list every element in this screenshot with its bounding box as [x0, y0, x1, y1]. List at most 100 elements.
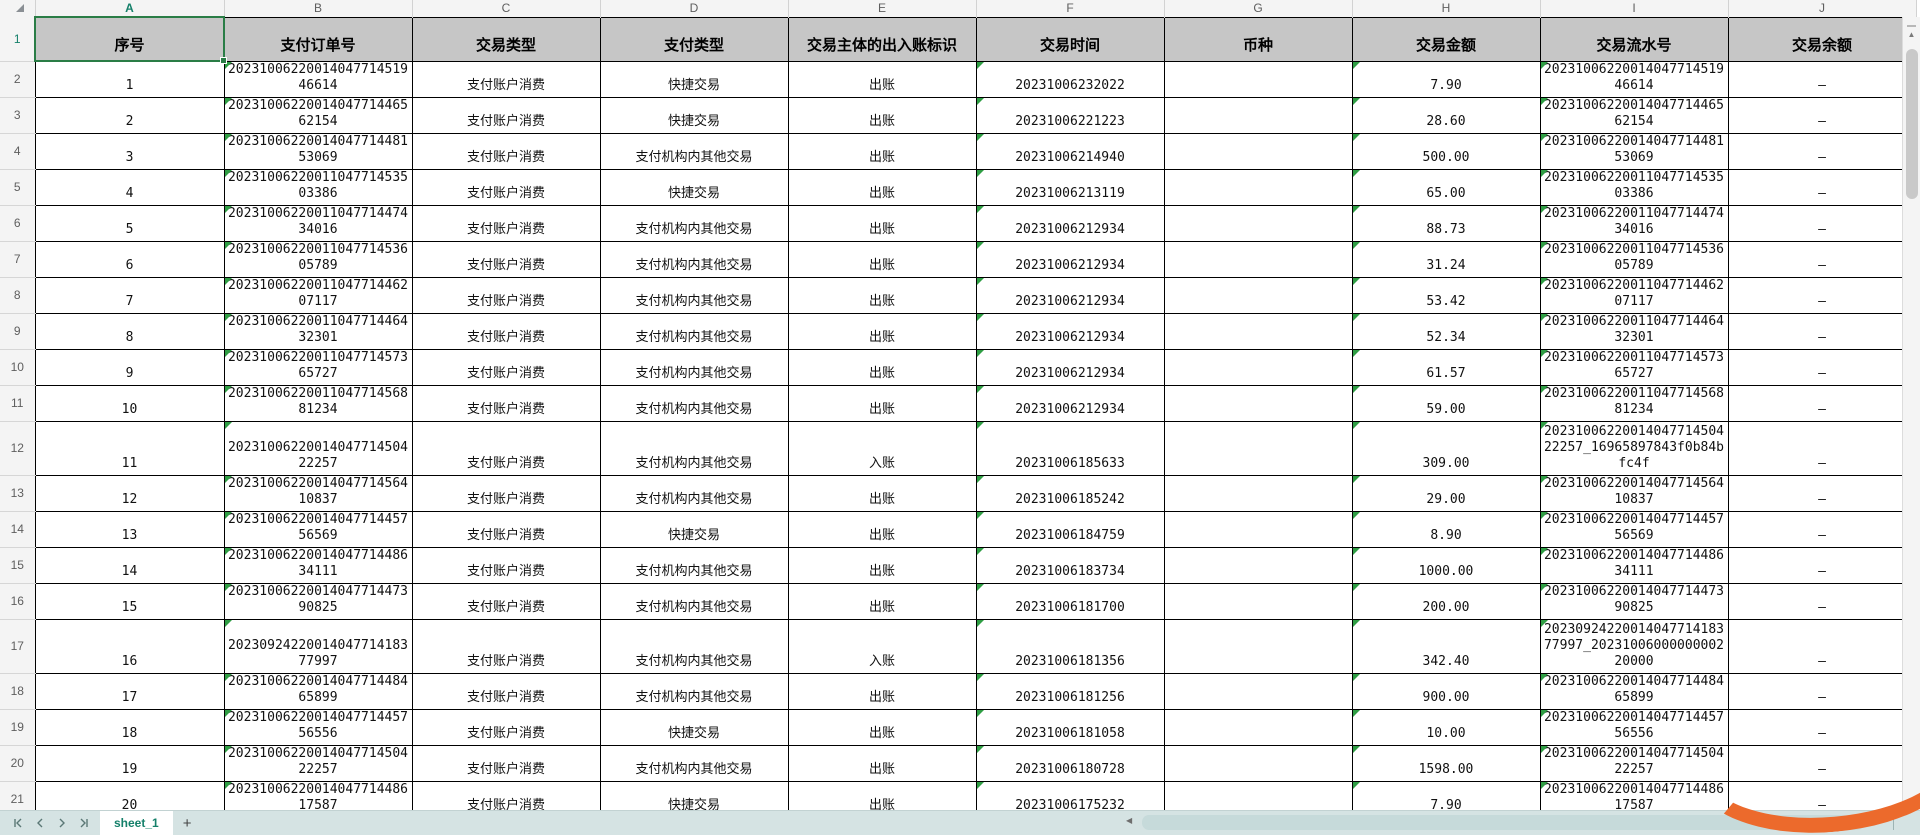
- cell-B19[interactable]: 2023100622001404771445756556: [223, 708, 413, 746]
- column-header-F[interactable]: F: [976, 0, 1165, 17]
- cell-G13[interactable]: [1163, 474, 1353, 512]
- cell-I16[interactable]: 2023100622001404771447390825: [1539, 582, 1729, 620]
- cell-J5[interactable]: –: [1727, 168, 1917, 206]
- cell-H16[interactable]: 200.00: [1351, 582, 1541, 620]
- cell-D5[interactable]: 快捷交易: [599, 168, 789, 206]
- cell-C6[interactable]: 支付账户消费: [411, 204, 601, 242]
- cell-H9[interactable]: 52.34: [1351, 312, 1541, 350]
- cell-G18[interactable]: [1163, 672, 1353, 710]
- cell-A8[interactable]: 7: [34, 276, 225, 314]
- row-header-12[interactable]: 12: [0, 421, 35, 476]
- cell-E7[interactable]: 出账: [787, 240, 977, 278]
- next-sheet-button[interactable]: [54, 815, 70, 831]
- row-header-20[interactable]: 20: [0, 745, 35, 782]
- row-header-8[interactable]: 8: [0, 277, 35, 314]
- cell-E13[interactable]: 出账: [787, 474, 977, 512]
- cell-I13[interactable]: 2023100622001404771456410837: [1539, 474, 1729, 512]
- cell-A20[interactable]: 19: [34, 744, 225, 782]
- cell-F8[interactable]: 20231006212934: [975, 276, 1165, 314]
- vertical-scrollbar[interactable]: ▲ ▼: [1902, 17, 1920, 810]
- cell-J19[interactable]: –: [1727, 708, 1917, 746]
- cell-G5[interactable]: [1163, 168, 1353, 206]
- cell-A7[interactable]: 6: [34, 240, 225, 278]
- cell-F13[interactable]: 20231006185242: [975, 474, 1165, 512]
- column-header-D[interactable]: D: [600, 0, 789, 17]
- column-header-E[interactable]: E: [788, 0, 977, 17]
- cell-A2[interactable]: 1: [34, 60, 225, 98]
- cell-H1[interactable]: 交易金额: [1351, 16, 1541, 62]
- cell-B8[interactable]: 2023100622001104771446207117: [223, 276, 413, 314]
- row-header-15[interactable]: 15: [0, 547, 35, 584]
- row-header-2[interactable]: 2: [0, 61, 35, 98]
- row-header-10[interactable]: 10: [0, 349, 35, 386]
- cell-H11[interactable]: 59.00: [1351, 384, 1541, 422]
- cell-F5[interactable]: 20231006213119: [975, 168, 1165, 206]
- cell-H5[interactable]: 65.00: [1351, 168, 1541, 206]
- row-header-1[interactable]: 1: [0, 17, 35, 62]
- cell-H7[interactable]: 31.24: [1351, 240, 1541, 278]
- cell-D2[interactable]: 快捷交易: [599, 60, 789, 98]
- cell-D13[interactable]: 支付机构内其他交易: [599, 474, 789, 512]
- cell-B14[interactable]: 2023100622001404771445756569: [223, 510, 413, 548]
- cell-E6[interactable]: 出账: [787, 204, 977, 242]
- cell-G4[interactable]: [1163, 132, 1353, 170]
- cell-A4[interactable]: 3: [34, 132, 225, 170]
- cell-I17[interactable]: 2023092422001404771418377997_20231006000…: [1539, 618, 1729, 674]
- select-all-corner[interactable]: [0, 0, 36, 17]
- cell-J6[interactable]: –: [1727, 204, 1917, 242]
- cell-J8[interactable]: –: [1727, 276, 1917, 314]
- cell-B16[interactable]: 2023100622001404771447390825: [223, 582, 413, 620]
- cell-B4[interactable]: 2023100622001404771448153069: [223, 132, 413, 170]
- cell-D14[interactable]: 快捷交易: [599, 510, 789, 548]
- vertical-scroll-thumb[interactable]: [1906, 49, 1918, 199]
- cell-G14[interactable]: [1163, 510, 1353, 548]
- sheet-tab-sheet_1[interactable]: sheet_1: [100, 810, 173, 835]
- cell-A9[interactable]: 8: [34, 312, 225, 350]
- cell-F6[interactable]: 20231006212934: [975, 204, 1165, 242]
- cell-D11[interactable]: 支付机构内其他交易: [599, 384, 789, 422]
- cell-F11[interactable]: 20231006212934: [975, 384, 1165, 422]
- cell-I14[interactable]: 2023100622001404771445756569: [1539, 510, 1729, 548]
- cell-J13[interactable]: –: [1727, 474, 1917, 512]
- column-header-G[interactable]: G: [1164, 0, 1353, 17]
- cell-J16[interactable]: –: [1727, 582, 1917, 620]
- cell-F18[interactable]: 20231006181256: [975, 672, 1165, 710]
- cell-C17[interactable]: 支付账户消费: [411, 618, 601, 674]
- cell-F7[interactable]: 20231006212934: [975, 240, 1165, 278]
- cell-A14[interactable]: 13: [34, 510, 225, 548]
- cell-B12[interactable]: 2023100622001404771450422257: [223, 420, 413, 476]
- cell-B13[interactable]: 2023100622001404771456410837: [223, 474, 413, 512]
- cell-G11[interactable]: [1163, 384, 1353, 422]
- column-header-C[interactable]: C: [412, 0, 601, 17]
- cell-H6[interactable]: 88.73: [1351, 204, 1541, 242]
- cell-E12[interactable]: 入账: [787, 420, 977, 476]
- scroll-down-icon[interactable]: ▼: [1907, 797, 1916, 806]
- cell-E9[interactable]: 出账: [787, 312, 977, 350]
- last-sheet-button[interactable]: [76, 815, 92, 831]
- cell-J4[interactable]: –: [1727, 132, 1917, 170]
- row-header-7[interactable]: 7: [0, 241, 35, 278]
- cell-J14[interactable]: –: [1727, 510, 1917, 548]
- cell-C7[interactable]: 支付账户消费: [411, 240, 601, 278]
- cell-G20[interactable]: [1163, 744, 1353, 782]
- cell-F16[interactable]: 20231006181700: [975, 582, 1165, 620]
- cell-G10[interactable]: [1163, 348, 1353, 386]
- cell-C4[interactable]: 支付账户消费: [411, 132, 601, 170]
- column-header-A[interactable]: A: [35, 0, 225, 17]
- cell-J7[interactable]: –: [1727, 240, 1917, 278]
- cell-E11[interactable]: 出账: [787, 384, 977, 422]
- cell-A10[interactable]: 9: [34, 348, 225, 386]
- cell-G6[interactable]: [1163, 204, 1353, 242]
- cell-H15[interactable]: 1000.00: [1351, 546, 1541, 584]
- cell-A3[interactable]: 2: [34, 96, 225, 134]
- row-header-14[interactable]: 14: [0, 511, 35, 548]
- cell-E19[interactable]: 出账: [787, 708, 977, 746]
- row-header-16[interactable]: 16: [0, 583, 35, 620]
- cell-J20[interactable]: –: [1727, 744, 1917, 782]
- cell-I4[interactable]: 2023100622001404771448153069: [1539, 132, 1729, 170]
- cell-C15[interactable]: 支付账户消费: [411, 546, 601, 584]
- cell-H8[interactable]: 53.42: [1351, 276, 1541, 314]
- cell-I19[interactable]: 2023100622001404771445756556: [1539, 708, 1729, 746]
- cell-G1[interactable]: 币种: [1163, 16, 1353, 62]
- cell-A12[interactable]: 11: [34, 420, 225, 476]
